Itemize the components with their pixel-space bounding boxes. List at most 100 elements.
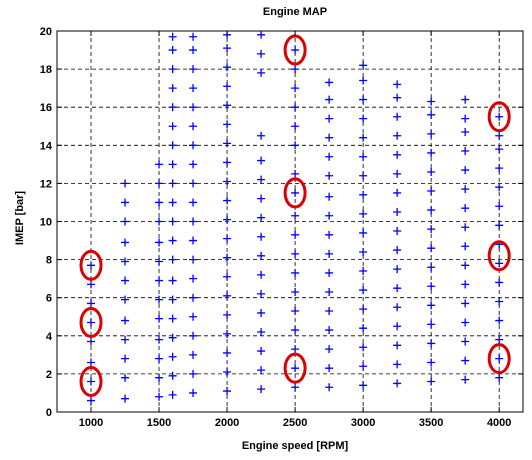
data-point-marker (359, 61, 368, 70)
data-point-marker (291, 211, 300, 220)
data-point-marker (393, 265, 402, 274)
data-point-marker (359, 95, 368, 104)
data-point-marker (87, 396, 96, 405)
data-point-marker (393, 322, 402, 331)
data-point-marker (155, 335, 164, 344)
data-point-marker (155, 160, 164, 169)
data-point-marker (325, 230, 334, 239)
data-point-marker (87, 337, 96, 346)
data-point-marker (427, 148, 436, 157)
data-point-marker (325, 249, 334, 258)
data-point-marker (168, 333, 177, 342)
data-point-marker (495, 297, 504, 306)
data-point-marker (257, 289, 266, 298)
data-point-marker (291, 345, 300, 354)
data-point-marker (359, 209, 368, 218)
data-point-marker (393, 246, 402, 255)
data-point-marker (155, 392, 164, 401)
data-point-marker (393, 131, 402, 140)
data-point-marker (359, 171, 368, 180)
data-point-marker (189, 198, 198, 207)
data-point-marker (168, 371, 177, 380)
data-point-marker (291, 141, 300, 150)
data-point-marker (223, 196, 232, 205)
data-point-marker (291, 307, 300, 316)
data-point-marker (393, 80, 402, 89)
data-point-marker (189, 236, 198, 245)
y-tick-label: 16 (40, 102, 52, 114)
data-point-marker (189, 46, 198, 55)
data-point-marker (223, 234, 232, 243)
data-point-marker (427, 301, 436, 310)
data-point-marker (257, 30, 266, 39)
data-point-marker (461, 318, 470, 327)
data-point-marker (495, 131, 504, 140)
data-point-marker (291, 169, 300, 178)
data-point-marker (325, 171, 334, 180)
data-point-marker (223, 44, 232, 53)
highlight-ellipse (79, 249, 103, 281)
data-point-marker (427, 320, 436, 329)
data-point-marker (121, 217, 130, 226)
data-point-marker (168, 141, 177, 150)
data-point-marker (168, 103, 177, 112)
data-point-marker (461, 166, 470, 175)
data-point-marker (325, 364, 334, 373)
data-point-marker (495, 316, 504, 325)
data-point-marker (427, 97, 436, 106)
data-point-marker (168, 295, 177, 304)
highlight-ellipse (283, 352, 307, 384)
data-point-marker (189, 32, 198, 41)
data-point-marker (189, 274, 198, 283)
data-point-marker (291, 65, 300, 74)
data-point-marker (393, 379, 402, 388)
data-point-marker (359, 152, 368, 161)
highlight-ellipse (487, 101, 511, 133)
data-point-marker (189, 160, 198, 169)
data-point-marker (461, 375, 470, 384)
data-point-marker (291, 383, 300, 392)
data-point-marker (223, 291, 232, 300)
data-point-marker (155, 257, 164, 266)
data-point-marker (121, 316, 130, 325)
data-point-marker (87, 358, 96, 367)
data-point-marker (168, 46, 177, 55)
x-tick-label: 3000 (351, 417, 375, 429)
data-point-marker (325, 114, 334, 123)
highlight-ellipse (79, 366, 103, 398)
data-point-marker (257, 270, 266, 279)
data-point-marker (168, 179, 177, 188)
data-point-marker (461, 147, 470, 156)
data-point-marker (189, 331, 198, 340)
data-point-marker (168, 314, 177, 323)
data-point-marker (427, 244, 436, 253)
highlight-ellipse (283, 34, 307, 66)
y-tick-label: 0 (46, 407, 52, 419)
data-point-marker (257, 232, 266, 241)
data-point-marker (223, 101, 232, 110)
data-point-marker (257, 251, 266, 260)
highlight-ellipse (79, 306, 103, 338)
data-point-marker (121, 179, 130, 188)
data-point-marker (189, 388, 198, 397)
data-point-marker (461, 185, 470, 194)
data-point-marker (461, 280, 470, 289)
data-point-marker (223, 329, 232, 338)
data-point-marker (359, 190, 368, 199)
data-point-marker (257, 156, 266, 165)
data-point-marker (121, 373, 130, 382)
data-point-marker (359, 228, 368, 237)
data-point-marker (393, 112, 402, 121)
data-point-marker (189, 293, 198, 302)
data-point-marker (495, 164, 504, 173)
data-point-marker (291, 326, 300, 335)
data-point-marker (121, 354, 130, 363)
x-axis-label: Engine speed [RPM] (242, 440, 349, 452)
data-point-marker (168, 84, 177, 93)
data-point-marker (223, 63, 232, 72)
data-point-marker (291, 46, 300, 55)
highlight-ellipse (487, 240, 511, 272)
data-point-marker (189, 369, 198, 378)
data-point-marker (155, 314, 164, 323)
data-point-marker (393, 360, 402, 369)
